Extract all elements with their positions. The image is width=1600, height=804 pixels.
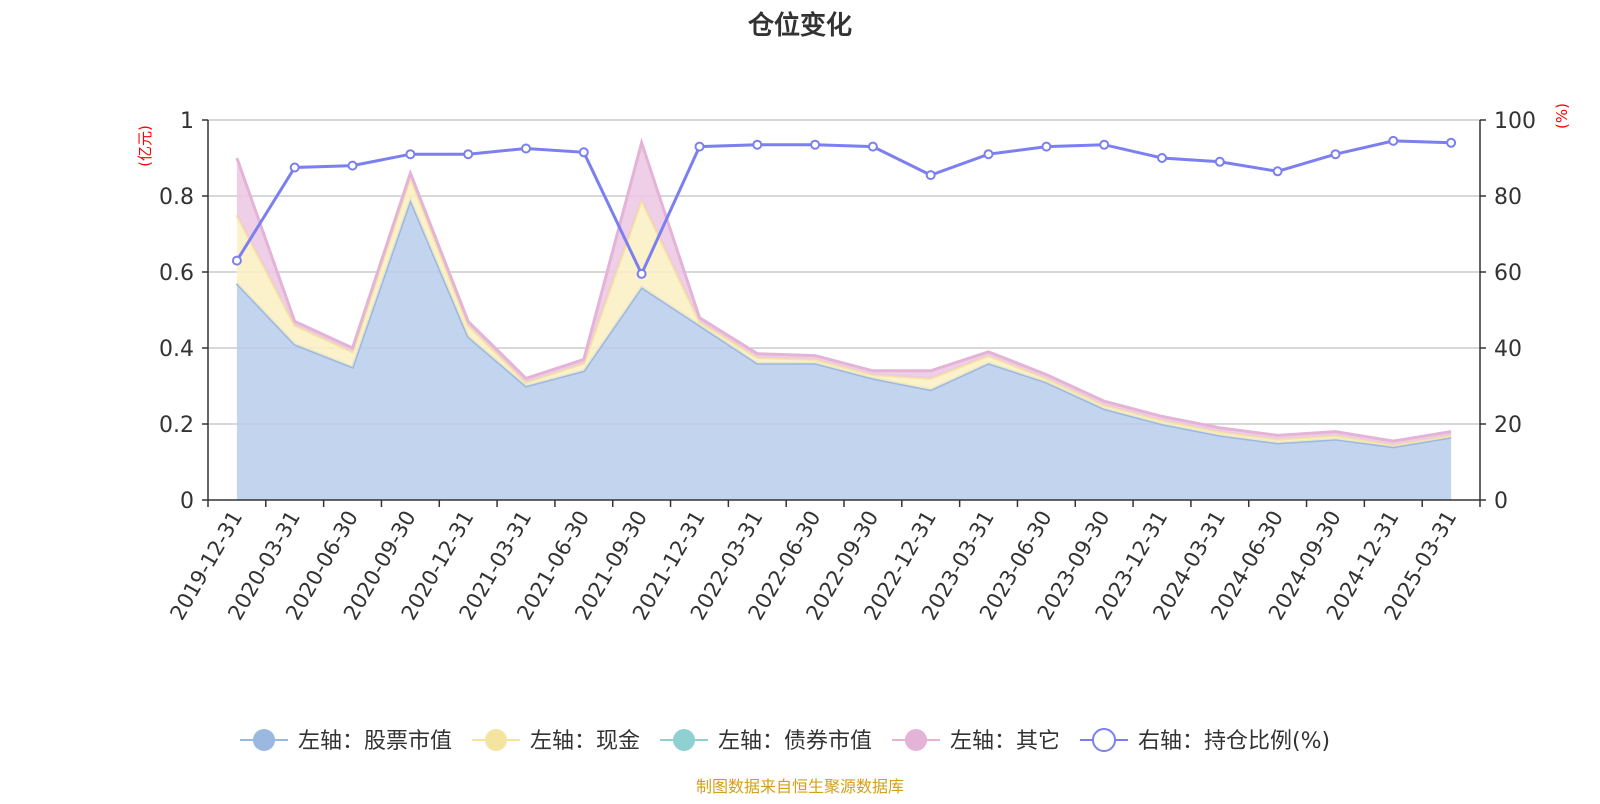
left-axis-unit-label: (亿元) [136, 125, 154, 167]
legend-marker [485, 729, 507, 751]
ratio-point [1157, 153, 1167, 163]
left-axis-tick-label: 1 [180, 109, 194, 134]
ratio-point [867, 141, 878, 152]
area-fill-左轴：股票市值 [236, 199, 1452, 501]
legend-label: 左轴：其它 [950, 729, 1060, 754]
area-series [235, 137, 1452, 501]
ratio-point [1446, 137, 1457, 148]
legend-label: 左轴：现金 [530, 729, 640, 754]
legend[interactable]: 左轴：股票市值 左轴：现金 左轴：债券市值 左轴：其它 右轴：持仓比例(%) [240, 728, 1330, 754]
ratio-line [235, 139, 1452, 278]
ratio-line-series [231, 135, 1457, 279]
ratio-point [925, 170, 936, 181]
legend-marker [1092, 728, 1116, 752]
ratio-point [1214, 156, 1225, 167]
right-axis-tick-label: 0 [1494, 489, 1508, 514]
legend-label: 左轴：债券市值 [718, 729, 872, 754]
ratio-point [231, 255, 242, 266]
data-source-footer: 制图数据来自恒生聚源数据库 [696, 777, 904, 796]
legend-marker [905, 729, 927, 751]
right-axis-tick-label: 60 [1494, 261, 1522, 286]
left-axis-tick-label: 0.8 [159, 185, 194, 210]
area-fill-左轴：现金 [236, 177, 1452, 447]
ratio-point [983, 149, 994, 160]
legend-item[interactable]: 左轴：债券市值 [660, 729, 872, 754]
right-axis-tick-label: 40 [1494, 337, 1522, 362]
legend-marker [253, 729, 275, 751]
legend-item[interactable]: 左轴：股票市值 [240, 729, 452, 754]
ratio-point [1099, 139, 1110, 150]
legend-marker [673, 729, 695, 751]
ratio-point [1041, 141, 1052, 152]
left-axis-tick-label: 0 [180, 489, 194, 514]
legend-item[interactable]: 右轴：持仓比例(%) [1080, 728, 1330, 754]
ratio-point [1388, 135, 1399, 146]
legend-item[interactable]: 左轴：现金 [472, 729, 640, 754]
right-axis-tick-label: 20 [1494, 413, 1522, 438]
ratio-point [463, 149, 474, 160]
ratio-point [752, 139, 763, 150]
ratio-point [1272, 166, 1283, 177]
ratio-point [636, 268, 647, 279]
ratio-point [810, 139, 821, 150]
ratio-point [1330, 149, 1341, 160]
ratio-point [578, 147, 589, 158]
ratio-point [347, 160, 358, 171]
right-axis-tick-label: 80 [1494, 185, 1522, 210]
area-line-左轴：其它 [235, 137, 1452, 443]
chart-title: 仓位变化 [747, 10, 852, 41]
ratio-point [405, 149, 416, 160]
right-axis-tick-label: 100 [1494, 109, 1536, 134]
legend-label: 左轴：股票市值 [298, 729, 452, 754]
left-axis-tick-label: 0.6 [159, 261, 194, 286]
legend-label: 右轴：持仓比例(%) [1138, 729, 1330, 754]
left-axis-tick-label: 0.4 [159, 337, 194, 362]
ratio-point [694, 141, 705, 152]
legend-item[interactable]: 左轴：其它 [892, 729, 1060, 754]
ratio-point [521, 143, 531, 154]
right-axis-unit-label: (%) [1553, 103, 1571, 129]
left-axis-tick-label: 0.2 [159, 413, 194, 438]
ratio-point [289, 162, 300, 173]
